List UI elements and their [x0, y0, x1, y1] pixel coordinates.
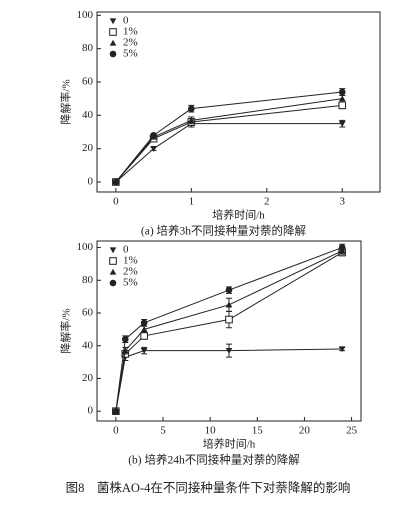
marker [188, 105, 195, 112]
y-tick-label: 80 [82, 274, 94, 286]
marker [225, 315, 233, 324]
y-tick-label: 40 [82, 339, 94, 351]
series-line [115, 104, 343, 183]
marker [225, 347, 233, 354]
marker [338, 121, 346, 127]
legend-marker [109, 18, 117, 25]
marker [338, 346, 346, 353]
plot-frame [96, 11, 381, 193]
x-tick-label: 3 [340, 196, 346, 208]
series-line [115, 123, 343, 183]
marker [188, 117, 195, 123]
legend-label: 1% [123, 26, 138, 38]
series-line [115, 98, 343, 183]
marker [150, 132, 157, 139]
legend-marker [109, 257, 117, 265]
marker [338, 101, 347, 110]
x-tick-label: 15 [252, 425, 264, 437]
y-axis-label: 降解率/% [59, 79, 73, 124]
legend-label: 5% [123, 48, 138, 60]
y-tick-label: 60 [82, 76, 94, 88]
legend-marker [109, 268, 117, 275]
y-tick-label: 0 [88, 176, 94, 188]
marker [112, 178, 120, 186]
series-line [115, 91, 343, 183]
legend-label: 2% [123, 266, 138, 278]
marker [150, 146, 157, 152]
y-tick-label: 80 [82, 42, 94, 54]
legend-label: 1% [123, 255, 138, 267]
series-line [115, 348, 343, 412]
marker [140, 332, 148, 340]
marker [338, 95, 346, 102]
x-tick-label: 20 [299, 425, 311, 437]
x-tick-label: 0 [113, 196, 119, 208]
legend-label: 0 [123, 15, 129, 27]
y-axis-label: 降解率/% [59, 308, 73, 353]
marker [225, 286, 233, 294]
marker [112, 407, 120, 415]
marker [121, 335, 129, 343]
chart-caption: (b) 培养24h不同接种量对萘的降解 [128, 453, 300, 467]
legend-label: 2% [123, 37, 138, 49]
legend-marker [109, 39, 117, 46]
y-tick-label: 100 [77, 241, 94, 253]
series-line [115, 250, 343, 412]
marker [140, 347, 148, 354]
x-axis-label: 培养时间/h [203, 437, 256, 451]
x-tick-label: 10 [205, 425, 217, 437]
figure-caption: 图8 菌株AO-4在不同接种量条件下对萘降解的影响 [66, 480, 351, 495]
legend-marker [109, 28, 117, 36]
marker [338, 244, 346, 251]
legend-marker [109, 247, 117, 254]
y-tick-label: 0 [88, 405, 94, 417]
marker [225, 301, 233, 308]
y-tick-label: 60 [82, 307, 94, 319]
x-axis-label: 培养时间/h [212, 208, 265, 222]
x-tick-label: 5 [160, 425, 166, 437]
chart-caption: (a) 培养3h不同接种量对萘的降解 [141, 224, 307, 238]
legend-marker [109, 50, 117, 58]
marker [338, 88, 346, 96]
x-tick-label: 1 [189, 196, 195, 208]
legend-label: 0 [123, 244, 129, 256]
x-tick-label: 25 [346, 425, 358, 437]
plot-frame [96, 240, 362, 422]
series-line [115, 252, 343, 412]
marker [140, 319, 148, 327]
legend-label: 5% [123, 277, 138, 289]
legend-marker [109, 279, 117, 287]
y-tick-label: 20 [82, 372, 94, 384]
x-tick-label: 0 [113, 425, 119, 437]
y-tick-label: 100 [77, 9, 94, 21]
y-tick-label: 40 [82, 109, 94, 121]
x-tick-label: 2 [264, 196, 270, 208]
y-tick-label: 20 [82, 142, 94, 154]
marker [140, 326, 148, 333]
